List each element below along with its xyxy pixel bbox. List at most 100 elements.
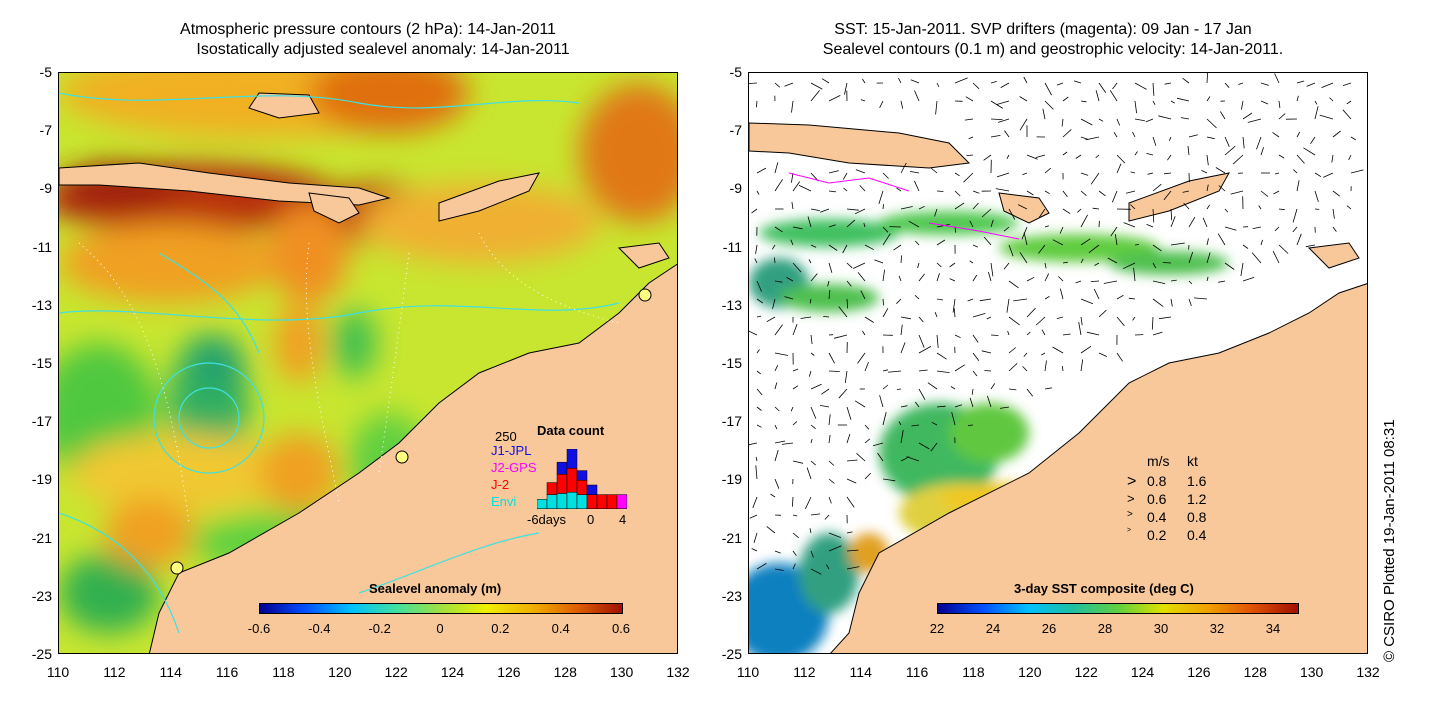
- velocity-vector: [1062, 190, 1068, 198]
- velocity-vector: [1260, 239, 1263, 246]
- lat-tick-label: -9: [729, 180, 742, 197]
- velocity-vector: [1052, 346, 1064, 354]
- velocity-vector: [792, 421, 798, 426]
- velocity-vector: [1252, 226, 1262, 229]
- velocity-vector: [1224, 226, 1237, 231]
- velocity-vector: [1086, 331, 1100, 336]
- velocity-vector: [936, 262, 942, 268]
- velocity-vector: [810, 82, 823, 90]
- velocity-vector: [988, 271, 992, 282]
- velocity-vector: [990, 334, 999, 336]
- velocity-vector: [846, 298, 848, 309]
- lat-tick-label: -7: [39, 122, 52, 139]
- velocity-vector: [1056, 316, 1064, 319]
- velocity-vector: [828, 414, 831, 426]
- sealevel-contours: [59, 92, 620, 634]
- velocity-vector: [774, 82, 781, 88]
- velocity-vector: [1306, 82, 1316, 87]
- mission-label: J1-JPL: [491, 443, 532, 458]
- velocity-vector: [896, 187, 902, 192]
- velocity-vector: [843, 187, 848, 192]
- velocity-vector: [900, 255, 902, 264]
- velocity-vector: [936, 334, 939, 349]
- velocity-vector: [1293, 169, 1298, 174]
- histogram-bar-j2: [566, 467, 578, 493]
- lat-tick-label: -17: [31, 413, 52, 430]
- velocity-legend-arrow-icon: >: [1127, 509, 1133, 520]
- velocity-vector: [1176, 97, 1190, 102]
- velocity-vector: [792, 460, 804, 464]
- histogram-bar-envi: [556, 493, 568, 509]
- velocity-vector: [969, 260, 974, 264]
- velocity-vector: [1134, 118, 1145, 122]
- velocity-vector: [771, 244, 776, 250]
- velocity-vector: [969, 397, 974, 408]
- velocity-vector: [1114, 234, 1118, 246]
- velocity-vector: [1275, 172, 1280, 175]
- velocity-vector: [1007, 330, 1010, 336]
- velocity-vector: [810, 513, 821, 516]
- velocity-vector: [857, 272, 866, 282]
- histogram-bar-j2: [596, 494, 608, 509]
- velocity-vector: [754, 258, 758, 264]
- velocity-vector: [1296, 180, 1300, 192]
- velocity-vector: [882, 172, 889, 179]
- velocity-vector: [1260, 82, 1269, 86]
- velocity-vector: [908, 220, 920, 228]
- velocity-vector: [893, 244, 902, 251]
- velocity-vector: [984, 370, 992, 372]
- velocity-vector: [792, 385, 799, 390]
- velocity-vector: [872, 442, 884, 447]
- mission-label: J-2: [491, 477, 510, 492]
- velocity-vector: [862, 330, 866, 336]
- lat-tick-label: -25: [721, 646, 742, 662]
- velocity-legend-ms-header: m/s: [1147, 453, 1170, 469]
- velocity-vector: [749, 82, 758, 84]
- colorbar-tick-label: 24: [985, 621, 1001, 636]
- velocity-legend-ms-value: 0.8: [1147, 473, 1167, 489]
- velocity-vector: [844, 370, 848, 383]
- colorbar-tick-label: 30: [1153, 621, 1169, 636]
- velocity-vector: [828, 545, 842, 552]
- velocity-legend-kt-value: 1.6: [1187, 473, 1207, 489]
- velocity-vector: [914, 180, 920, 192]
- colorbar-tick-label: 32: [1209, 621, 1225, 636]
- velocity-vector: [1041, 352, 1046, 356]
- velocity-vector: [1303, 147, 1316, 156]
- velocity-vector: [1152, 208, 1155, 223]
- histogram-bar-j1: [556, 461, 568, 475]
- velocity-vector: [1274, 73, 1280, 84]
- velocity-vector: [755, 244, 758, 254]
- velocity-vector: [846, 496, 855, 508]
- velocity-vector: [1188, 298, 1192, 307]
- velocity-vector: [826, 564, 830, 570]
- velocity-vector: [900, 429, 904, 444]
- velocity-vector: [756, 424, 762, 428]
- velocity-vector: [882, 233, 891, 246]
- velocity-vector: [1075, 154, 1082, 159]
- velocity-vector: [990, 383, 996, 390]
- velocity-legend-kt-header: kt: [1187, 453, 1198, 469]
- velocity-vector: [1080, 258, 1084, 264]
- velocity-vector: [828, 170, 839, 174]
- velocity-vector: [1008, 244, 1014, 257]
- velocity-vector: [1035, 316, 1046, 326]
- lon-tick-label: 122: [384, 664, 408, 680]
- mission-label: J2-GPS: [491, 460, 537, 475]
- velocity-vector: [954, 404, 963, 408]
- velocity-vector: [1170, 208, 1173, 221]
- velocity-vector: [792, 532, 799, 539]
- velocity-vector: [918, 442, 930, 450]
- velocity-vector: [792, 550, 797, 556]
- velocity-vector: [1272, 250, 1280, 264]
- velocity-vector: [879, 395, 884, 408]
- velocity-vector: [810, 244, 817, 248]
- lon-tick-label: 112: [793, 664, 816, 680]
- velocity-vector: [1314, 172, 1322, 178]
- velocity-vector: [898, 421, 902, 426]
- lon-tick-label: 116: [215, 664, 239, 680]
- velocity-vector: [1332, 208, 1335, 219]
- velocity-vector: [936, 405, 946, 408]
- velocity-vector: [1098, 352, 1108, 357]
- histogram-bar-j2: [576, 479, 588, 495]
